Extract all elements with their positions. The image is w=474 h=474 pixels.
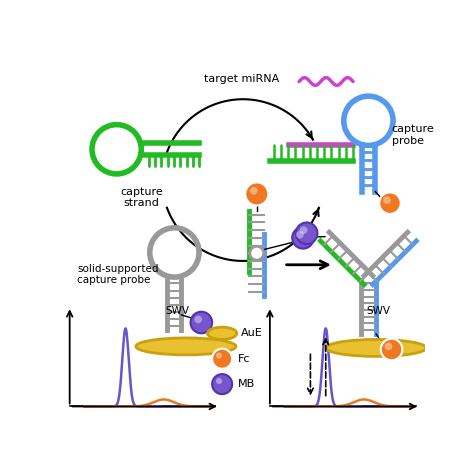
Text: capture: capture (392, 124, 434, 134)
Ellipse shape (326, 339, 426, 356)
Text: probe: probe (392, 136, 424, 146)
Text: SWV: SWV (166, 306, 190, 316)
Circle shape (383, 196, 391, 204)
Text: solid-supported: solid-supported (77, 264, 159, 274)
Circle shape (300, 227, 308, 234)
Circle shape (194, 316, 202, 323)
Circle shape (250, 187, 257, 195)
Text: target miRNA: target miRNA (204, 74, 279, 84)
Circle shape (245, 182, 268, 206)
Circle shape (296, 222, 318, 244)
Circle shape (212, 349, 232, 369)
Circle shape (250, 246, 264, 260)
Circle shape (296, 231, 304, 238)
Text: capture: capture (120, 188, 163, 198)
Text: AuE: AuE (241, 328, 263, 338)
Circle shape (379, 192, 401, 214)
Text: SWV: SWV (366, 306, 390, 316)
Ellipse shape (208, 327, 237, 339)
Text: MB: MB (237, 379, 255, 389)
Circle shape (384, 343, 392, 350)
Circle shape (292, 227, 314, 248)
Circle shape (216, 353, 222, 359)
Circle shape (381, 339, 402, 360)
Text: Fc: Fc (237, 354, 250, 364)
Circle shape (212, 374, 232, 394)
Circle shape (216, 378, 222, 384)
Circle shape (191, 312, 212, 333)
Text: capture probe: capture probe (77, 275, 151, 285)
Text: strand: strand (123, 198, 159, 208)
Ellipse shape (136, 338, 236, 355)
